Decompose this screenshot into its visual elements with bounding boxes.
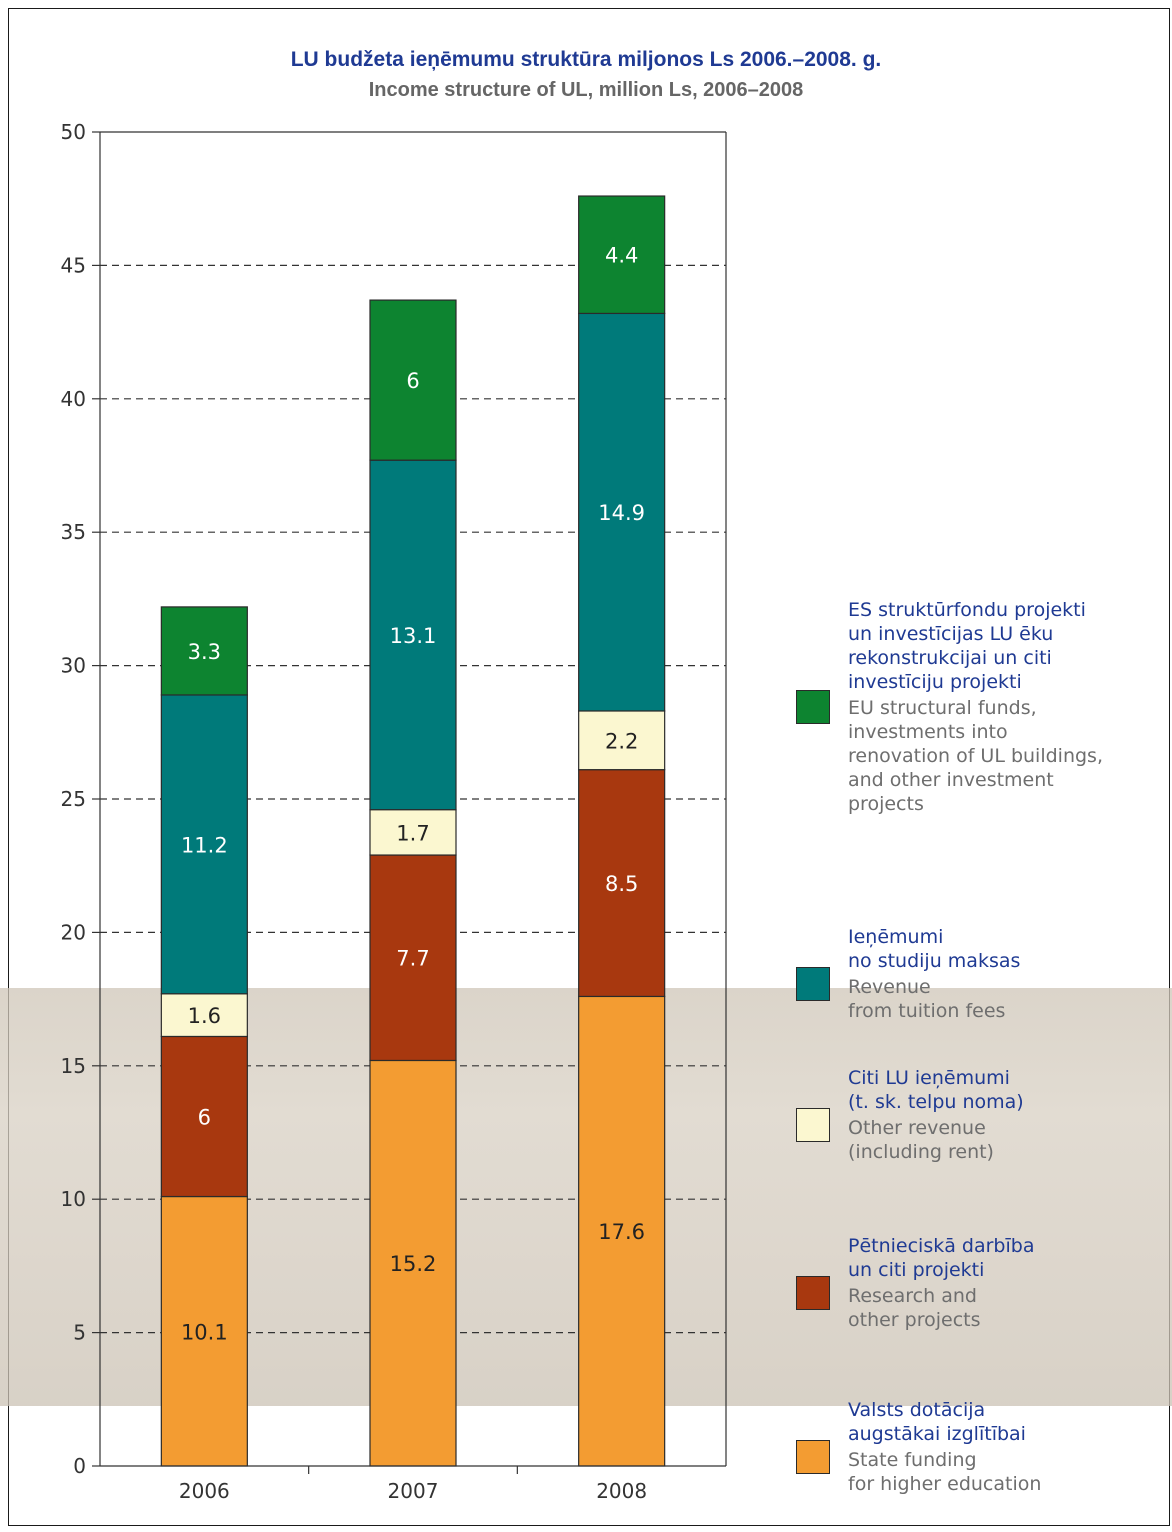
bar-segment — [160, 993, 248, 1038]
bar-segment — [369, 1059, 457, 1467]
legend-item-research: Pētnieciskā darbība un citi projekti Res… — [796, 1234, 1166, 1334]
bar-segment — [578, 995, 666, 1467]
legend-item-tuition: Ieņēmumi no studiju maksas Revenue from … — [796, 925, 1166, 1025]
data-label: 14.9 — [598, 501, 645, 525]
data-label: 3.3 — [188, 640, 221, 664]
chart-subtitle: Income structure of UL, million Ls, 2006… — [368, 79, 804, 101]
y-tick-label: 25 — [61, 787, 86, 811]
y-tick-label: 5 — [73, 1321, 86, 1345]
data-label: 4.4 — [605, 244, 638, 268]
bar-segment — [578, 312, 666, 712]
legend-label-lv-tuition: Ieņēmumi no studiju maksas — [848, 926, 1021, 972]
y-tick-label: 50 — [61, 120, 86, 144]
legend-label-en-state-funding: State funding for higher education — [848, 1449, 1042, 1495]
data-label: 17.6 — [598, 1220, 645, 1244]
legend-swatch-tuition — [796, 967, 830, 1001]
data-label: 6 — [198, 1105, 211, 1129]
bar-segment — [160, 606, 248, 696]
bar-segment — [369, 854, 457, 1062]
legend-swatch-state-funding — [796, 1440, 830, 1474]
data-label: 11.2 — [181, 833, 228, 857]
x-tick-label: 2007 — [388, 1479, 439, 1503]
data-label: 6 — [406, 369, 419, 393]
y-tick-label: 35 — [61, 520, 86, 544]
chart-frame — [8, 8, 1170, 1526]
x-tick-label: 2006 — [179, 1479, 230, 1503]
bar-segment — [160, 1035, 248, 1198]
legend-label-lv-other-revenue: Citi LU ieņēmumi (t. sk. telpu noma) — [848, 1067, 1024, 1113]
bar-segment — [369, 459, 457, 811]
data-label: 15.2 — [390, 1252, 437, 1276]
data-label: 2.2 — [605, 729, 638, 753]
legend-label-lv-state-funding: Valsts dotācija augstākai izglītībai — [848, 1399, 1026, 1445]
bar-segment — [369, 299, 457, 461]
bar-segment — [578, 710, 666, 771]
legend-item-other-revenue: Citi LU ieņēmumi (t. sk. telpu noma) Oth… — [796, 1066, 1166, 1166]
legend-label-lv-eu-funds: ES struktūrfondu projekti un investīcija… — [848, 599, 1086, 693]
data-label: 1.7 — [396, 821, 429, 845]
legend-label-en-other-revenue: Other revenue (including rent) — [848, 1117, 994, 1163]
bar-segment — [578, 769, 666, 998]
chart-title: LU budžeta ieņēmumu struktūra miljonos L… — [290, 48, 882, 71]
legend-label-en-research: Research and other projects — [848, 1285, 981, 1331]
data-label: 10.1 — [181, 1320, 228, 1344]
bar-segment — [160, 1195, 248, 1467]
legend-item-state-funding: Valsts dotācija augstākai izglītībai Sta… — [796, 1398, 1166, 1498]
legend-swatch-eu-funds — [796, 690, 830, 724]
legend-label-en-eu-funds: EU structural funds, investments into re… — [848, 697, 1103, 815]
y-tick-label: 0 — [73, 1454, 86, 1478]
data-label: 7.7 — [396, 947, 429, 971]
legend-item-eu-funds: ES struktūrfondu projekti un investīcija… — [796, 598, 1166, 848]
bar-segment — [160, 694, 248, 995]
y-tick-label: 20 — [61, 920, 86, 944]
legend-label-lv-research: Pētnieciskā darbība un citi projekti — [848, 1235, 1035, 1281]
data-label: 1.6 — [188, 1004, 221, 1028]
data-label: 8.5 — [605, 872, 638, 896]
y-tick-label: 30 — [61, 654, 86, 678]
x-tick-label: 2008 — [596, 1479, 647, 1503]
data-label: 13.1 — [390, 624, 437, 648]
y-tick-label: 40 — [61, 387, 86, 411]
y-tick-label: 10 — [61, 1187, 86, 1211]
legend-swatch-research — [796, 1276, 830, 1310]
y-tick-label: 15 — [61, 1054, 86, 1078]
legend-swatch-other-revenue — [796, 1108, 830, 1142]
y-tick-label: 45 — [61, 253, 86, 277]
legend-label-en-tuition: Revenue from tuition fees — [848, 976, 1006, 1022]
bar-segment — [578, 195, 666, 315]
